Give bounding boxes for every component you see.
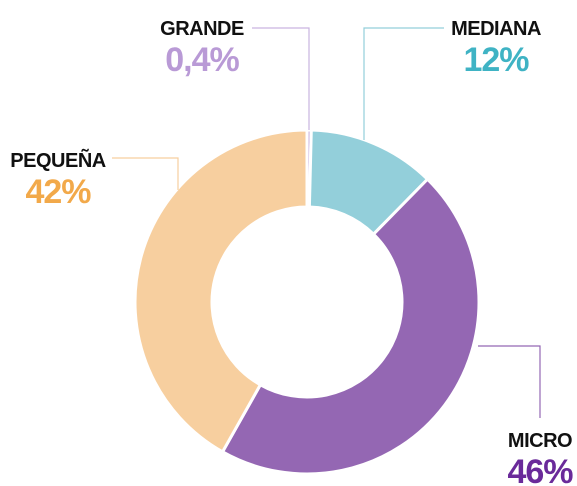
value-label: 46% xyxy=(507,453,573,486)
value-label: 12% xyxy=(463,41,529,79)
category-label: GRANDE xyxy=(160,18,244,40)
leader-line xyxy=(252,27,310,130)
leader-line xyxy=(363,27,444,140)
category-label: PEQUEÑA xyxy=(10,149,105,172)
leader-line xyxy=(478,345,541,418)
donut-slice xyxy=(133,128,309,454)
donut-slice xyxy=(220,177,481,476)
leader-line xyxy=(112,157,179,190)
value-label: 0,4% xyxy=(165,41,239,79)
value-label: 42% xyxy=(25,173,91,211)
category-label: MICRO xyxy=(508,430,572,452)
category-label: MEDIANA xyxy=(451,18,541,40)
